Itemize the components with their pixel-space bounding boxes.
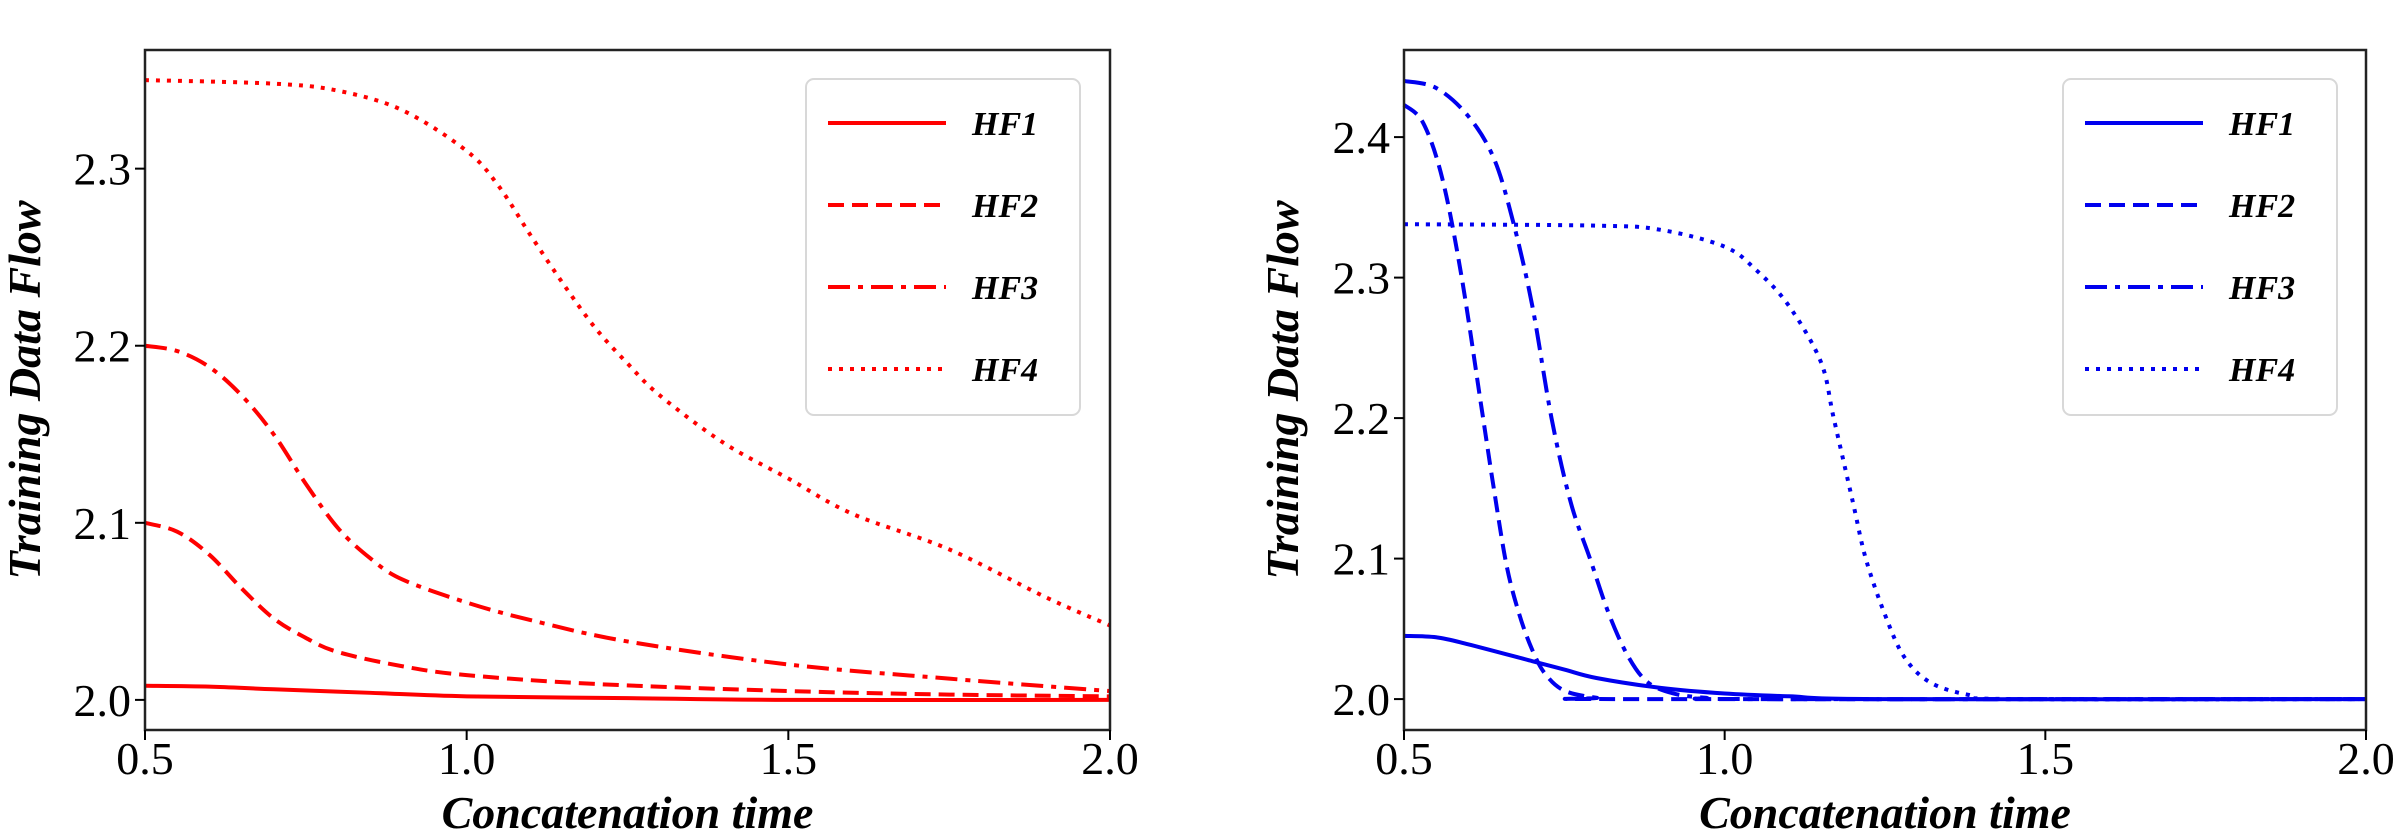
plot-frame [1402, 48, 2368, 732]
y-tick-label: 2.3 [1333, 253, 1391, 304]
chart-panel-2: 0.5 1.0 1.5 2.0 2.0 2.1 2.2 2.3 2.4 Concatenation… [1257, 48, 2395, 838]
series-line-hf2 [1402, 103, 2367, 702]
y-tick-label: 2.3 [74, 144, 132, 195]
x-axis-label: Concatenation time [1699, 787, 2071, 838]
legend-label: HF2 [971, 188, 1038, 225]
y-tick-label: 2.2 [74, 321, 132, 372]
chart-panel-1: 0.5 1.0 1.5 2.0 2.0 2.1 2.2 2.3 Concatenation ti… [0, 48, 1139, 838]
x-tick-label: 1.0 [1696, 733, 1754, 784]
legend-label: HF2 [2228, 188, 2295, 225]
plot-frame [143, 48, 1112, 732]
x-tick-label: 0.5 [116, 733, 174, 784]
legend-box [2062, 78, 2338, 416]
series-line-hf3 [144, 343, 1111, 694]
legend-label: HF1 [2228, 106, 2295, 143]
x-tick-label: 1.0 [438, 733, 496, 784]
legend: HF1 HF2 HF3 HF4 [2062, 78, 2338, 416]
series-line-hf1 [144, 683, 1111, 703]
x-tick-label: 2.0 [1081, 733, 1139, 784]
y-tick-label: 2.2 [1333, 393, 1391, 444]
x-tick-label: 2.0 [2337, 733, 2395, 784]
y-tick-label: 2.0 [1333, 674, 1391, 725]
x-tick-label: 1.5 [760, 733, 818, 784]
y-tick-label: 2.1 [74, 498, 132, 549]
legend-label: HF4 [971, 352, 1038, 389]
y-tick-label: 2.4 [1333, 112, 1391, 163]
x-axis-label: Concatenation time [442, 787, 814, 838]
y-tick-label: 2.1 [1333, 534, 1391, 585]
legend-box [805, 78, 1081, 416]
x-tick-label: 0.5 [1375, 733, 1433, 784]
y-axis-label: Training Data Flow [0, 200, 50, 579]
series-line-hf4 [1403, 222, 2367, 702]
y-axis-label: Training Data Flow [1257, 200, 1308, 579]
legend: HF1 HF2 HF3 HF4 [805, 78, 1081, 416]
y-tick-label: 2.0 [74, 675, 132, 726]
series-line-hf1 [1403, 633, 2367, 702]
legend-label: HF4 [2228, 352, 2295, 389]
legend-label: HF3 [2228, 270, 2295, 307]
series-line-hf4 [144, 78, 1111, 628]
x-tick-label: 1.5 [2017, 733, 2075, 784]
legend-label: HF1 [971, 106, 1038, 143]
legend-label: HF3 [971, 270, 1038, 307]
series-line-hf2 [144, 520, 1111, 699]
